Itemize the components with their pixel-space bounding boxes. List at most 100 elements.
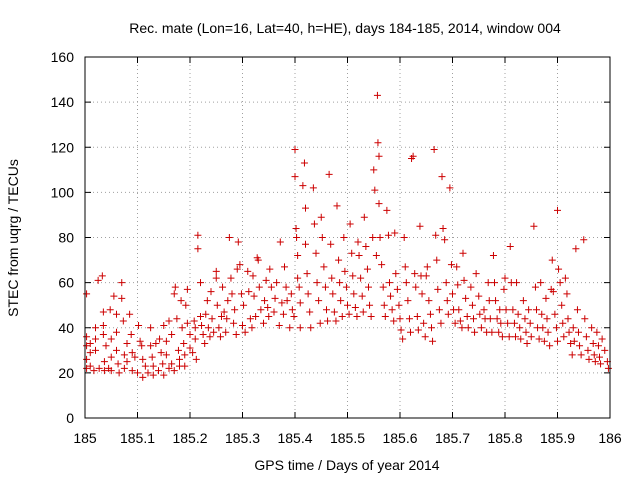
axis-ticks (84, 56, 611, 419)
data-point (219, 283, 227, 291)
data-point (332, 317, 340, 325)
data-point (152, 340, 160, 348)
data-point (475, 292, 483, 300)
data-point (128, 349, 136, 357)
data-point (349, 272, 357, 280)
data-point (485, 297, 493, 305)
data-point (198, 321, 206, 329)
data-point (401, 263, 409, 271)
data-point (591, 358, 599, 366)
data-point (312, 249, 320, 257)
data-point (262, 276, 270, 284)
data-point (488, 328, 496, 336)
data-point (300, 159, 308, 167)
data-point (252, 312, 260, 320)
data-point (462, 294, 470, 302)
data-point (504, 319, 512, 327)
data-point (567, 340, 575, 348)
data-point (468, 301, 476, 309)
data-point (502, 306, 510, 314)
data-point (165, 364, 173, 372)
data-point (365, 283, 372, 291)
data-point (107, 367, 115, 375)
data-point (464, 324, 472, 332)
data-point (380, 301, 388, 309)
data-point (115, 369, 123, 377)
data-point (489, 252, 497, 260)
data-point (236, 261, 244, 269)
data-point (136, 337, 144, 345)
data-point (396, 315, 404, 323)
data-point (86, 362, 94, 370)
data-point (560, 333, 568, 341)
x-tick-label: 185.4 (277, 430, 312, 446)
data-point (387, 292, 395, 300)
data-point (100, 367, 108, 375)
data-point (207, 288, 215, 296)
data-point (375, 200, 383, 208)
data-point (223, 315, 231, 323)
data-point (405, 315, 413, 323)
x-tick-labels: 185 185.1 185.2 185.3 185.4 185.5 185.6 185.7 18… (73, 430, 622, 446)
x-tick-label: 186 (598, 430, 622, 446)
data-point (264, 303, 272, 311)
data-point (512, 333, 519, 341)
data-point (540, 337, 548, 345)
grid (85, 57, 610, 418)
data-point (135, 321, 143, 329)
data-point (234, 238, 242, 246)
data-point (92, 324, 99, 332)
data-point (279, 310, 287, 318)
data-point (333, 202, 341, 210)
data-point (98, 272, 106, 280)
data-point (170, 367, 178, 375)
data-point (340, 234, 348, 241)
x-tick-label: 185.6 (382, 430, 417, 446)
data-point (216, 333, 224, 341)
data-point (367, 312, 375, 320)
data-point (480, 306, 488, 314)
data-point (360, 213, 368, 221)
data-point (123, 340, 131, 348)
data-point (476, 310, 484, 318)
data-point (157, 349, 165, 357)
data-point (584, 346, 592, 354)
data-point (291, 173, 299, 181)
chart-title: Rec. mate (Lon=16, Lat=40, h=HE), days 1… (129, 20, 561, 36)
data-point (357, 274, 365, 282)
data-point (491, 279, 498, 287)
data-point (335, 256, 343, 264)
data-point (316, 319, 324, 327)
data-point (568, 351, 576, 359)
data-point (597, 360, 605, 368)
data-point (484, 279, 492, 287)
data-point (275, 321, 283, 329)
data-point (313, 279, 321, 287)
data-point (295, 283, 303, 291)
data-point (506, 243, 514, 251)
data-point (433, 256, 441, 264)
y-tick-label: 120 (51, 139, 75, 155)
data-point (156, 335, 164, 343)
data-point (160, 321, 168, 329)
data-point (317, 213, 325, 221)
data-point (338, 312, 346, 320)
data-point (456, 317, 464, 325)
data-point (180, 340, 188, 348)
y-tick-label: 20 (58, 365, 74, 381)
data-point (261, 297, 269, 305)
data-point (181, 351, 189, 359)
data-point (346, 220, 354, 228)
data-point (291, 146, 299, 154)
data-point (498, 333, 506, 341)
data-point (183, 285, 191, 293)
data-point (160, 371, 168, 379)
data-point (113, 346, 120, 354)
data-point (147, 324, 155, 332)
data-point (197, 312, 204, 320)
data-point (438, 173, 446, 181)
y-tick-label: 160 (51, 49, 75, 65)
data-point (149, 362, 157, 370)
data-point (273, 279, 281, 287)
